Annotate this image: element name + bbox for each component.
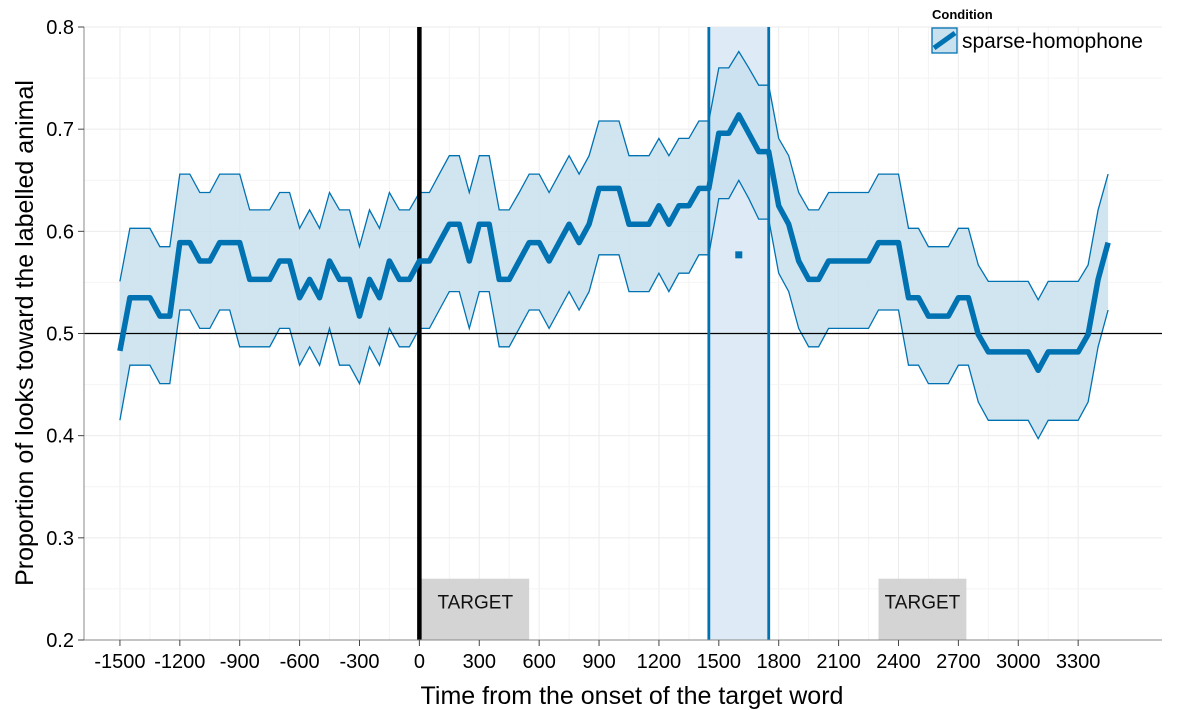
significance-marker xyxy=(735,251,743,259)
x-tick-label: 300 xyxy=(463,651,496,673)
x-tick-label: -900 xyxy=(220,651,260,673)
x-tick-label: 1500 xyxy=(697,651,742,673)
legend-key xyxy=(931,27,958,54)
y-tick-label: 0.2 xyxy=(46,630,74,652)
x-axis-title: Time from the onset of the target word xyxy=(421,682,844,710)
legend-entry-label: sparse-homophone xyxy=(962,30,1143,53)
tick-labels: -1500 -1200 -900 -600 -300 0 300 600 900 1200 1500… xyxy=(46,17,1100,673)
legend-key-line xyxy=(932,30,957,51)
reference-lines xyxy=(84,27,1162,640)
y-tick-label: 0.8 xyxy=(46,17,74,39)
ribbon-fill xyxy=(119,51,1109,439)
x-tick-label: 3000 xyxy=(996,651,1041,673)
x-tick-label: 2100 xyxy=(816,651,861,673)
x-tick-label: 1200 xyxy=(637,651,682,673)
target-box xyxy=(878,578,967,640)
x-tick-label: 3300 xyxy=(1056,651,1101,673)
y-tick-label: 0.7 xyxy=(46,119,74,141)
x-tick-label: 900 xyxy=(582,651,615,673)
x-tick-label: -300 xyxy=(339,651,379,673)
legend: Condition sparse-homophone xyxy=(931,7,1143,54)
x-tick-label: -1200 xyxy=(154,651,205,673)
x-tick-label: 0 xyxy=(414,651,425,673)
x-tick-label: -1500 xyxy=(94,651,145,673)
x-tick-label: -600 xyxy=(280,651,320,673)
confidence-ribbon xyxy=(119,50,1109,441)
series-line-sparse-homophone xyxy=(117,112,1111,374)
ribbon-upper-edge xyxy=(119,50,1109,302)
x-tick-label: 2700 xyxy=(936,651,981,673)
y-tick-label: 0.3 xyxy=(46,528,74,550)
y-axis-title: Proportion of looks toward the labelled … xyxy=(11,80,39,586)
target-box-label: TARGET xyxy=(885,593,961,614)
ribbon-lower-edge xyxy=(119,178,1109,441)
x-tick-label: 2400 xyxy=(876,651,921,673)
series-line xyxy=(117,112,1111,374)
legend-title: Condition xyxy=(932,7,993,22)
target-box-label: TARGET xyxy=(437,593,513,614)
target-box xyxy=(421,578,530,640)
y-tick-label: 0.5 xyxy=(46,324,74,346)
x-tick-label: 600 xyxy=(522,651,555,673)
y-tick-label: 0.4 xyxy=(46,426,74,448)
y-tick-label: 0.6 xyxy=(46,221,74,243)
x-tick-label: 1800 xyxy=(756,651,801,673)
